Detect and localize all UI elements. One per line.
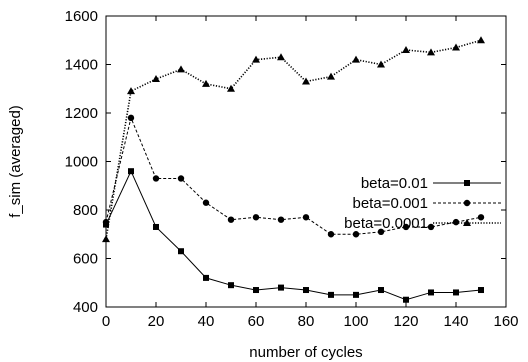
series-1 [103,168,484,303]
data-point [277,53,285,61]
data-point [302,77,310,85]
data-point [377,228,385,236]
series-3 [102,36,485,243]
y-tick-label: 1400 [65,57,98,74]
legend-marker [463,219,471,226]
data-point [178,248,184,255]
x-tick-label: 60 [248,313,265,330]
data-point [403,296,409,303]
y-tick-label: 1000 [65,154,98,171]
data-point [277,216,285,223]
data-point [477,36,485,44]
plot-frame [105,15,507,308]
data-point [228,282,234,289]
data-point [327,231,335,238]
data-point [328,291,334,298]
legend-label: beta=0.01 [361,175,428,192]
data-point [327,72,335,80]
data-point [152,75,160,83]
y-tick-label: 1600 [65,8,98,25]
data-point [127,87,135,95]
data-point [377,60,385,68]
series-line [105,116,482,235]
data-point [227,216,235,223]
data-point [302,214,310,221]
data-point [378,287,384,294]
legend-label: beta=0.0001 [344,215,428,232]
legend-label: beta=0.001 [353,195,429,212]
axes [105,15,507,308]
ticks: 0 20 40 60 80 100 120 140 160 400 600 800 1000 1200 14… [65,8,519,330]
x-tick-label: 140 [443,313,468,330]
plot-area [102,36,485,303]
y-tick-label: 800 [73,202,98,219]
data-point [427,223,435,231]
x-axis-label: number of cycles [249,344,362,361]
data-point [153,223,159,230]
data-point [177,175,185,182]
data-point [102,235,110,243]
legend-entry-3: beta=0.0001 [344,215,501,232]
x-tick-label: 80 [298,313,315,330]
data-point [427,48,435,56]
legend: beta=0.01 beta=0.001 beta=0.0001 [344,175,501,232]
y-tick-label: 600 [73,251,98,268]
y-axis-label: f_sim (averaged) [7,105,24,218]
series-2 [102,114,485,238]
data-point [152,175,160,182]
data-point [402,223,410,231]
data-point [128,168,134,175]
data-point [278,284,284,291]
data-point [252,55,260,63]
x-tick-label: 100 [343,313,368,330]
data-point [352,231,360,238]
y-tick-label: 400 [73,299,98,316]
data-point [177,65,185,73]
data-point [478,287,484,294]
legend-entry-1: beta=0.01 [361,175,501,192]
data-point [402,45,410,53]
x-tick-label: 40 [198,313,215,330]
x-tick-label: 0 [102,313,110,330]
data-point [353,291,359,298]
data-point [202,79,210,87]
legend-entry-2: beta=0.001 [353,195,501,212]
data-point [253,287,259,294]
data-point [203,274,209,281]
x-tick-label: 20 [148,313,165,330]
data-point [127,114,135,122]
data-point [452,43,460,51]
x-tick-label: 160 [493,313,518,330]
series-line [105,170,482,301]
data-point [252,214,260,221]
data-point [352,55,360,63]
legend-marker [464,180,470,186]
data-point [303,287,309,294]
data-point [202,199,210,206]
data-point [102,218,110,226]
series-line [105,39,482,240]
y-tick-label: 1200 [65,105,98,122]
legend-marker [463,199,471,207]
data-point [227,84,235,92]
data-point [428,289,434,296]
data-point [452,218,460,226]
data-point [477,214,485,221]
data-point [453,289,459,296]
x-tick-label: 120 [393,313,418,330]
